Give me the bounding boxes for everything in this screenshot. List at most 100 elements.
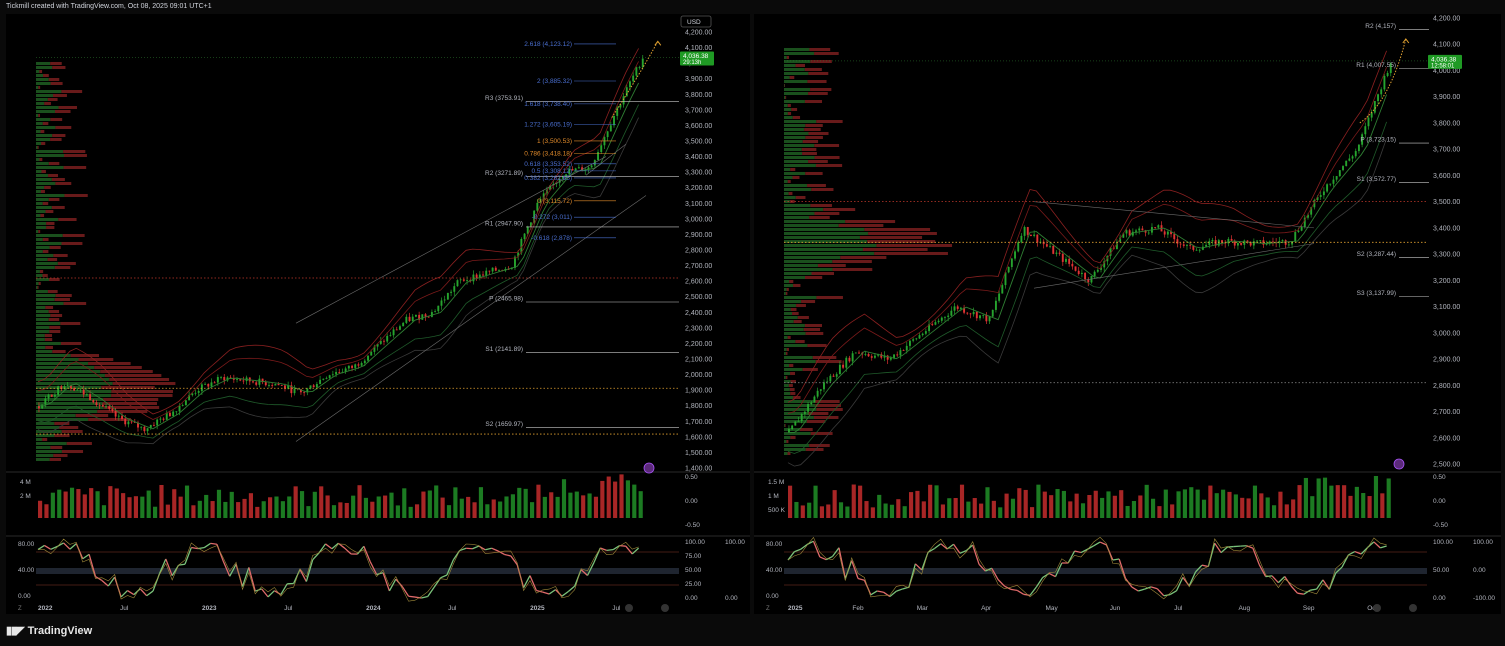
volume-profile-bar — [36, 410, 98, 413]
osc-line — [997, 579, 1005, 587]
candle-body — [63, 386, 66, 389]
volume-profile-bar — [788, 384, 793, 387]
candle-body — [450, 291, 453, 293]
candle-body — [392, 329, 395, 336]
fib-label: -0.272 (3,011) — [532, 214, 572, 221]
osc-line — [825, 555, 833, 561]
volume-bar — [529, 502, 535, 518]
volume-bar — [1373, 475, 1379, 518]
left-chart-panel[interactable]: 4,200.004,100.004,000.003,900.003,800.00… — [6, 14, 750, 614]
volume-profile-bar — [784, 424, 786, 427]
volume-bar — [306, 506, 311, 518]
x-tick-label: Jul — [284, 605, 293, 612]
volume-profile-bar — [802, 368, 818, 371]
osc-line — [1354, 550, 1362, 555]
y-tick-label: 3,900.00 — [1433, 94, 1460, 101]
volume-profile-bar — [52, 134, 66, 137]
osc-line — [1093, 541, 1101, 547]
candle-body — [252, 381, 254, 383]
volume-right-tick: 0.50 — [685, 474, 698, 481]
candle-body — [622, 96, 625, 105]
volume-profile-bar — [53, 454, 68, 457]
volume-profile-bar — [36, 122, 43, 125]
volume-profile-bar — [793, 284, 801, 287]
pivot-label: R1 (4,007.55) — [1356, 62, 1396, 69]
volume-bar — [1201, 499, 1207, 518]
osc-line — [965, 544, 974, 552]
right-chart-panel[interactable]: 4,200.00 4,100.00 4,000.00 3,900.00 3,800.00… — [754, 14, 1501, 614]
osc-right-tick: 25.00 — [685, 581, 702, 588]
volume-bar — [82, 494, 87, 518]
volume-bar — [979, 503, 984, 518]
trendline — [585, 143, 627, 176]
volume-bar — [440, 497, 445, 518]
volume-profile-bar — [88, 362, 131, 365]
candle-body — [963, 307, 966, 313]
candle-body — [47, 394, 50, 399]
candle-body — [1147, 232, 1150, 234]
candle-body — [905, 345, 908, 351]
candle-body — [873, 355, 876, 358]
volume-profile-bar — [810, 432, 833, 435]
volume-profile-bar — [36, 258, 48, 261]
volume-profile-bar — [786, 440, 789, 443]
osc-line — [344, 547, 352, 555]
volume-bar — [319, 486, 324, 518]
tradingview-footer[interactable]: ▮▮◤ TradingView — [6, 624, 92, 638]
volume-bar — [236, 502, 241, 518]
osc-line — [472, 545, 480, 550]
candle-body — [937, 320, 940, 323]
trendline — [1033, 201, 1315, 229]
candle-body — [312, 385, 315, 388]
price-tag-price: 4,036.38 — [1431, 56, 1457, 63]
volume-bar — [63, 491, 68, 518]
x-tick-label: Aug — [1239, 605, 1251, 612]
right-chart-svg[interactable]: 4,200.00 4,100.00 4,000.00 3,900.00 3,800.00… — [754, 14, 1501, 614]
candle-body — [982, 314, 985, 316]
volume-bar — [427, 490, 432, 518]
candle-body — [1294, 231, 1297, 242]
volume-profile-bar — [36, 78, 49, 81]
volume-profile-bar — [791, 108, 798, 111]
volume-profile-bar — [785, 292, 788, 295]
volume-profile-bar — [793, 396, 801, 399]
volume-bar — [1233, 494, 1238, 518]
osc-line — [1341, 554, 1349, 568]
candle-body — [280, 385, 283, 386]
volume-bar — [883, 503, 888, 518]
candle-body — [389, 335, 392, 337]
volume-bar — [819, 506, 824, 518]
osc-line — [600, 547, 607, 551]
volume-profile-bar — [57, 262, 76, 265]
candle-body — [137, 422, 139, 428]
volume-profile-bar — [867, 240, 936, 243]
candle-body — [1208, 241, 1211, 245]
volume-bar — [1119, 490, 1124, 518]
volume-profile-bar — [784, 300, 802, 303]
y-tick-label: 3,100.00 — [1433, 304, 1460, 311]
volume-bar — [788, 485, 793, 518]
osc-line — [299, 569, 307, 582]
osc-line — [127, 589, 135, 596]
y-tick-label: 3,600.00 — [685, 123, 712, 130]
volume-bar — [57, 489, 62, 518]
volume-bar — [593, 496, 599, 518]
volume-profile-bar — [36, 402, 103, 405]
volume-profile-bar — [811, 272, 834, 275]
osc-line — [241, 567, 250, 587]
volume-bar — [408, 506, 413, 518]
candle-body — [472, 274, 475, 282]
projection-arrow — [654, 40, 662, 46]
volume-bar — [69, 487, 75, 518]
candle-body — [303, 392, 306, 394]
osc-left-tick: 0.00 — [18, 593, 31, 600]
left-chart-svg[interactable]: 4,200.004,100.004,000.003,900.003,800.00… — [6, 14, 750, 614]
volume-profile-bar — [784, 312, 793, 315]
volume-profile-bar — [784, 412, 809, 415]
volume-profile-bar — [784, 80, 808, 83]
osc-line — [427, 586, 435, 597]
volume-profile-bar — [36, 310, 49, 313]
osc-line — [883, 591, 891, 598]
volume-profile-bar — [784, 432, 811, 435]
candle-body — [44, 398, 47, 405]
